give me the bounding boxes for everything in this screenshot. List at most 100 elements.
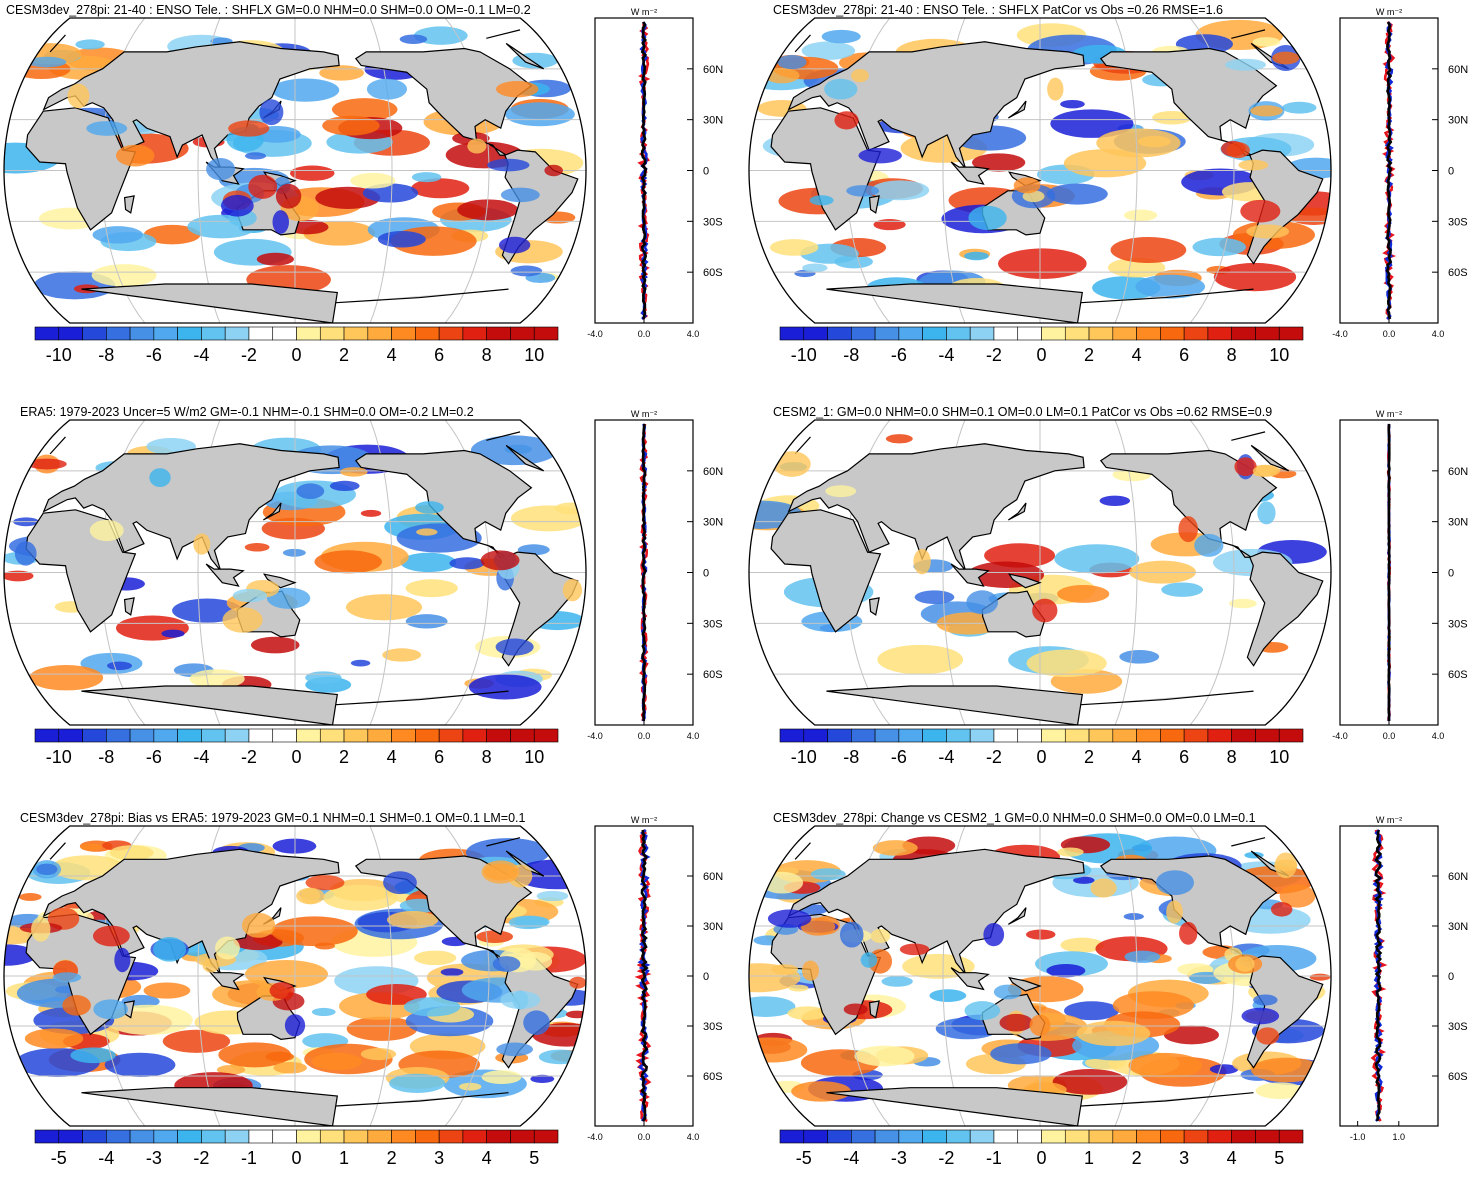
colorbar-swatch xyxy=(803,728,828,743)
colorbar-swatch xyxy=(946,728,971,743)
colorbar-label: 6 xyxy=(1179,345,1189,365)
colorbar-swatch xyxy=(415,728,440,743)
panel-4: CESM2_1: GM=0.0 NHM=0.0 SHM=0.1 OM=0.0 L… xyxy=(745,402,1483,795)
zonal-total-curve xyxy=(640,829,649,1122)
colorbar-label: -6 xyxy=(146,747,162,767)
colorbar-swatch xyxy=(1064,326,1090,341)
colorbar-swatch xyxy=(106,326,131,341)
zonal-x-tick-label: 4.0 xyxy=(1432,329,1445,339)
colorbar-swatch xyxy=(898,1129,923,1144)
panel-graphics: W m⁻² 60N 30N 0 30S 60S -4.0 0.0 4.0 -10 -8 -6 -4 -2 0… xyxy=(3,7,723,365)
latitude-tick-label: 0 xyxy=(1448,166,1454,178)
colorbar-swatch xyxy=(874,326,900,341)
latitude-tick-label: 60S xyxy=(1448,669,1468,681)
colorbar-label: 5 xyxy=(529,1148,539,1168)
colorbar-swatch xyxy=(272,326,297,341)
colorbar-label: 5 xyxy=(1274,1148,1284,1168)
colorbar-swatch xyxy=(296,728,321,743)
colorbar-label: 3 xyxy=(434,1148,444,1168)
colorbar-swatch xyxy=(851,326,876,341)
colorbar-swatch xyxy=(129,326,155,341)
colorbar-swatch xyxy=(1136,1129,1161,1144)
latitude-tick-label: 60N xyxy=(1448,871,1468,883)
map xyxy=(3,825,587,1127)
latitude-tick-label: 60N xyxy=(703,466,723,478)
zonal-unit-label: W m⁻² xyxy=(631,409,657,419)
colorbar-swatch xyxy=(224,326,250,341)
colorbar-swatch xyxy=(1231,1129,1256,1144)
colorbar-label: -8 xyxy=(98,747,114,767)
colorbar-swatch xyxy=(1255,326,1280,341)
colorbar-label: 1 xyxy=(1084,1148,1094,1168)
colorbar-swatch xyxy=(993,1129,1019,1144)
zonal-total-curve xyxy=(640,21,648,320)
colorbar-swatch xyxy=(1088,728,1114,743)
colorbar-label: -10 xyxy=(46,345,72,365)
colorbar-label: -1 xyxy=(241,1148,257,1168)
colorbar-label: 0 xyxy=(291,747,301,767)
colorbar-swatch xyxy=(462,1129,487,1144)
colorbar-label: 3 xyxy=(1179,1148,1189,1168)
colorbar-swatch xyxy=(82,1129,107,1144)
map xyxy=(3,17,587,324)
zonal-x-tick-label: 1.0 xyxy=(1393,1132,1406,1142)
colorbar-label: 2 xyxy=(1132,1148,1142,1168)
colorbar-label: -4 xyxy=(193,345,209,365)
latitude-tick-label: 30S xyxy=(1448,216,1468,228)
latitude-tick-label: 60S xyxy=(703,669,723,681)
zonal-x-tick-label: 4.0 xyxy=(687,731,700,741)
colorbar-swatch xyxy=(1160,326,1185,341)
colorbar-label: 8 xyxy=(1227,345,1237,365)
latitude-tick-label: 30S xyxy=(1448,1021,1468,1033)
colorbar-label: -5 xyxy=(796,1148,812,1168)
colorbar-swatch xyxy=(533,326,559,341)
colorbar-swatch xyxy=(1136,326,1161,341)
colorbar-label: -6 xyxy=(146,345,162,365)
colorbar-label: 6 xyxy=(434,345,444,365)
colorbar-swatch xyxy=(224,1129,250,1144)
panel-graphics: W m⁻² 60N 30N 0 30S 60S -4.0 0.0 4.0 -5 -4 -3 -2 -1 0 1… xyxy=(3,815,723,1168)
panel-title: CESM3dev_278pi: 21-40 : ENSO Tele. : SHF… xyxy=(773,3,1223,17)
colorbar-label: 6 xyxy=(1179,747,1189,767)
zonal-mean-plot: W m⁻² 60N 30N 0 30S 60S -4.0 0.0 4.0 xyxy=(587,815,723,1142)
panel-title: ERA5: 1979-2023 Uncer=5 W/m2 GM=-0.1 NHM… xyxy=(20,405,474,419)
colorbar-swatch xyxy=(201,1129,226,1144)
panel-title: CESM3dev_278pi: Bias vs ERA5: 1979-2023 … xyxy=(20,811,526,825)
latitude-tick-label: 60S xyxy=(703,267,723,279)
colorbar-swatch xyxy=(1278,326,1304,341)
latitude-tick-label: 0 xyxy=(703,166,709,178)
zonal-x-tick-label: 4.0 xyxy=(687,329,700,339)
colorbar-swatch xyxy=(1041,1129,1066,1144)
colorbar-swatch xyxy=(319,1129,345,1144)
latitude-tick-label: 60S xyxy=(1448,267,1468,279)
colorbar-swatch xyxy=(58,728,83,743)
panel-title: CESM3dev_278pi: Change vs CESM2_1 GM=0.0… xyxy=(773,811,1256,825)
colorbar-swatch xyxy=(201,326,226,341)
map xyxy=(748,17,1332,324)
panel-6: CESM3dev_278pi: Change vs CESM2_1 GM=0.0… xyxy=(745,808,1483,1187)
colorbar-swatch xyxy=(462,326,487,341)
colorbar-swatch xyxy=(391,728,416,743)
map xyxy=(748,419,1332,726)
colorbar-swatch xyxy=(946,1129,971,1144)
colorbar-swatch xyxy=(1183,1129,1209,1144)
latitude-tick-label: 60N xyxy=(703,64,723,76)
colorbar-label: -1 xyxy=(986,1148,1002,1168)
colorbar-swatch xyxy=(106,728,131,743)
colorbar-swatch xyxy=(851,1129,876,1144)
latitude-tick-label: 0 xyxy=(703,971,709,983)
colorbar-swatch xyxy=(177,1129,202,1144)
colorbar-swatch xyxy=(1041,728,1066,743)
colorbar-swatch xyxy=(510,326,535,341)
colorbar-swatch xyxy=(1207,1129,1232,1144)
colorbar-swatch xyxy=(201,728,226,743)
colorbar-label: 0 xyxy=(1036,1148,1046,1168)
colorbar-swatch xyxy=(296,326,321,341)
colorbar-label: 1 xyxy=(339,1148,349,1168)
panel-title: CESM2_1: GM=0.0 NHM=0.0 SHM=0.1 OM=0.0 L… xyxy=(773,405,1273,419)
colorbar-swatch xyxy=(177,728,202,743)
latitude-tick-label: 60N xyxy=(703,871,723,883)
panel-graphics: W m⁻² 60N 30N 0 30S 60S -4.0 0.0 4.0 -10 -8 -6 -4 -2 0… xyxy=(748,409,1468,767)
latitude-tick-label: 60S xyxy=(1448,1071,1468,1083)
colorbar-label: -2 xyxy=(986,345,1002,365)
